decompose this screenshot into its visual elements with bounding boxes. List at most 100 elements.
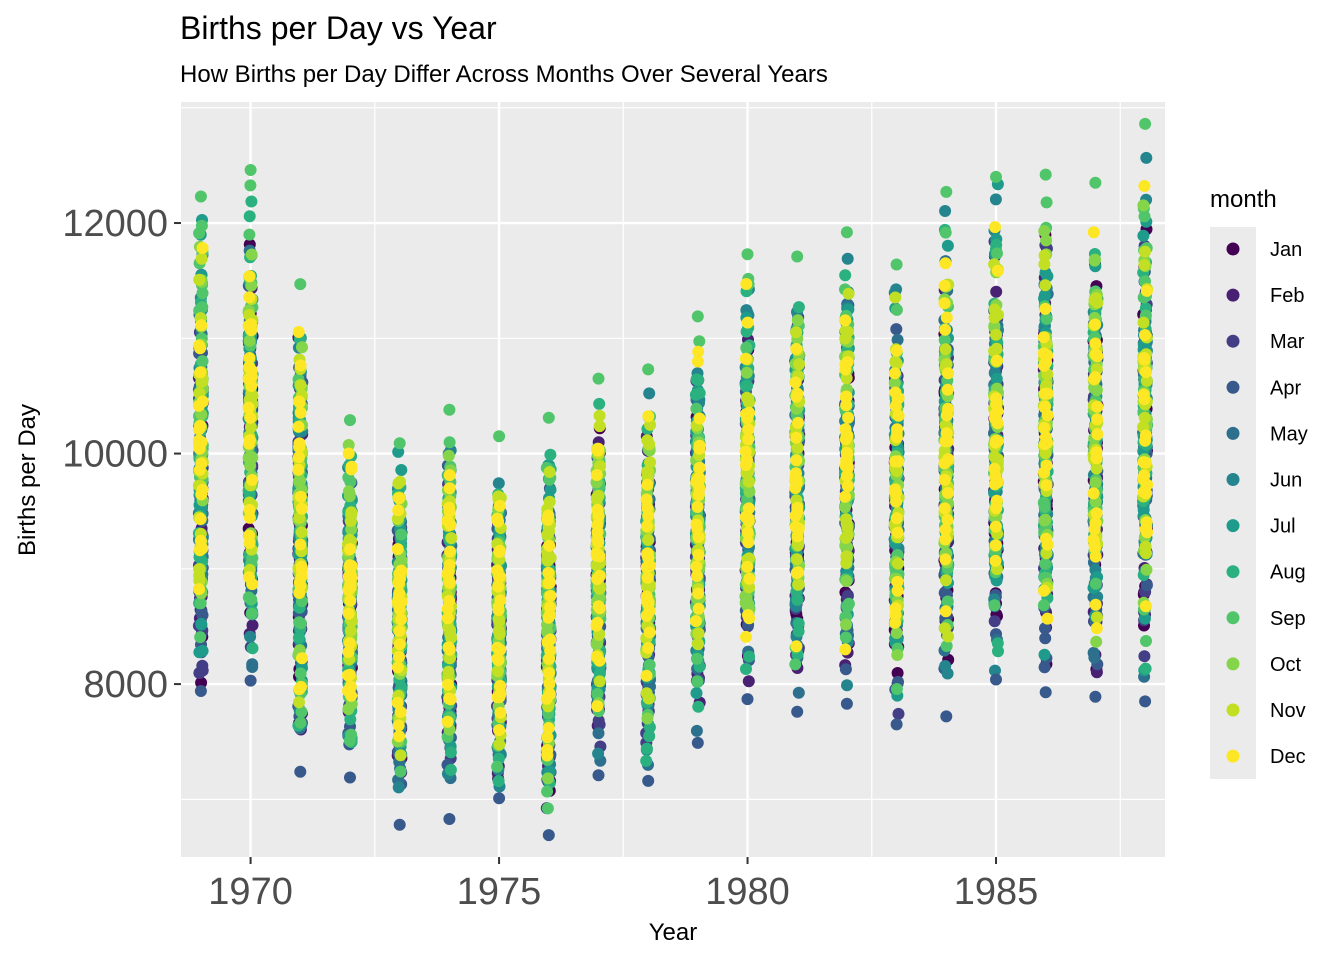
point-sep [890, 683, 903, 695]
point-jul [990, 372, 1003, 385]
point-sep [194, 631, 207, 644]
point-dec [343, 668, 356, 681]
point-oct [343, 485, 355, 498]
point-oct [242, 451, 255, 464]
point-aug [743, 650, 756, 663]
point-aug [690, 373, 703, 386]
point-nov [543, 466, 556, 478]
point-oct [243, 334, 256, 347]
point-nov [195, 252, 208, 265]
point-sep [841, 600, 854, 613]
point-nov [742, 475, 755, 488]
point-aug [1139, 662, 1152, 675]
point-dec [294, 490, 307, 503]
point-sep [491, 760, 504, 773]
point-may [690, 724, 703, 737]
point-nov [889, 291, 902, 304]
point-sep [1037, 599, 1050, 612]
point-nov [1039, 447, 1052, 460]
point-sep [294, 617, 307, 630]
point-sep [196, 287, 209, 300]
point-dec [393, 730, 406, 743]
point-dec [193, 423, 205, 436]
point-dec [395, 564, 408, 577]
point-dec [243, 529, 256, 542]
point-nov [1091, 611, 1103, 624]
point-oct [1090, 635, 1103, 648]
point-dec [243, 511, 256, 524]
point-aug [492, 775, 505, 788]
point-nov [988, 311, 1001, 324]
point-oct [395, 554, 408, 567]
point-sep [1138, 210, 1151, 223]
point-dec [292, 463, 305, 476]
point-dec [195, 436, 208, 449]
point-mar [592, 714, 605, 727]
point-dec [343, 637, 356, 650]
point-sep [941, 595, 954, 608]
point-dec [391, 543, 404, 556]
point-sep [789, 658, 802, 671]
point-oct [442, 449, 455, 462]
point-sep [245, 593, 258, 606]
point-dec [296, 652, 308, 665]
point-sep [1038, 501, 1051, 513]
point-oct [296, 341, 308, 354]
point-dec [345, 460, 358, 473]
point-apr [890, 323, 903, 336]
point-dec [342, 447, 355, 460]
point-nov [990, 342, 1003, 355]
data-points [192, 117, 1154, 842]
point-nov [1138, 259, 1151, 271]
point-nov [841, 528, 854, 541]
point-nov [643, 438, 656, 451]
point-dec [392, 504, 405, 517]
point-nov [939, 343, 952, 356]
point-oct [1038, 225, 1051, 238]
point-dec [441, 612, 454, 625]
point-sep [195, 219, 208, 232]
point-dec [294, 359, 307, 372]
point-aug [245, 195, 258, 208]
point-dec [292, 451, 305, 464]
point-nov [1137, 316, 1150, 329]
point-feb [742, 675, 755, 688]
point-sep [1040, 312, 1053, 325]
point-dec [444, 693, 457, 706]
point-nov [544, 551, 557, 564]
point-nov [692, 638, 704, 651]
point-dec [293, 441, 306, 453]
point-oct [740, 366, 753, 379]
point-aug [792, 625, 805, 638]
point-sep [939, 226, 952, 239]
point-aug [544, 448, 557, 461]
point-oct [1089, 476, 1102, 489]
chart-title: Births per Day vs Year [180, 10, 497, 46]
point-oct [1089, 253, 1101, 266]
point-dec [243, 571, 255, 584]
point-dec [342, 607, 355, 620]
point-nov [1090, 292, 1103, 305]
point-aug [640, 742, 653, 755]
point-nov [394, 749, 407, 762]
point-sep [690, 402, 703, 415]
point-dec [193, 583, 205, 596]
point-oct [245, 248, 258, 261]
point-sep [345, 728, 358, 741]
point-dec [293, 587, 306, 599]
point-dec [193, 463, 206, 476]
point-sep [243, 228, 256, 241]
point-apr [839, 663, 852, 676]
point-oct [1040, 234, 1053, 247]
point-nov [790, 326, 803, 339]
point-nov [392, 477, 405, 490]
point-oct [342, 703, 355, 716]
point-nov [942, 630, 955, 643]
point-sep [938, 334, 951, 346]
point-jul [690, 687, 703, 700]
point-dec [245, 364, 258, 377]
point-dec [246, 474, 259, 486]
point-jun [841, 679, 853, 692]
point-nov [988, 450, 1001, 463]
point-dec [244, 411, 257, 424]
